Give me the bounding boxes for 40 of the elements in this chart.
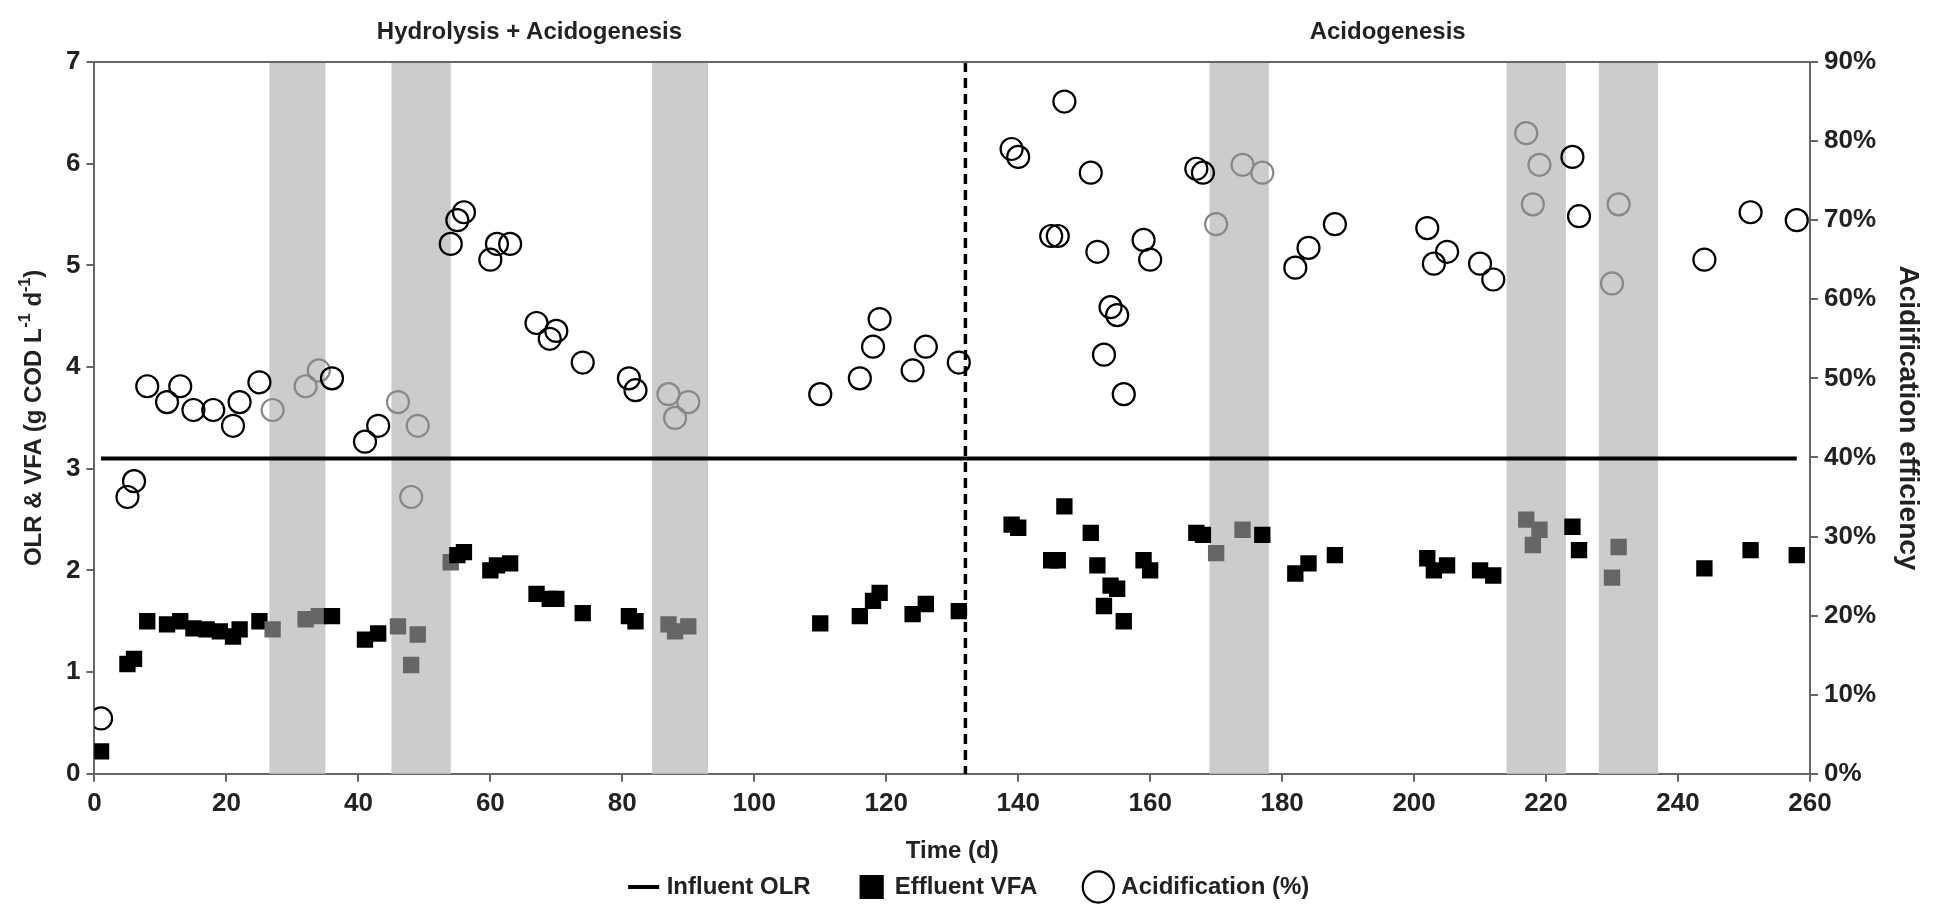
y2-tick-label: 70% — [1823, 203, 1877, 234]
x-tick-label: 200 — [1392, 786, 1436, 817]
y-tick-label: 1 — [65, 655, 81, 686]
y2-tick-label: 80% — [1823, 124, 1877, 155]
legend-label: Acidification (%) — [1121, 871, 1310, 899]
x-tick-label: 160 — [1128, 786, 1172, 817]
y2-axis-title: Acidification efficiency — [1894, 265, 1926, 571]
y-tick-label: 0 — [65, 756, 81, 787]
y2-tick-label: 90% — [1823, 45, 1877, 76]
y-tick-label: 3 — [65, 451, 81, 482]
legend-label: Effluent VFA — [894, 871, 1038, 899]
y-tick-label: 2 — [65, 553, 81, 584]
y2-tick-label: 10% — [1823, 677, 1877, 708]
x-tick-label: 40 — [343, 786, 373, 817]
y2-tick-label: 0% — [1823, 756, 1862, 787]
x-tick-label: 0 — [87, 786, 102, 817]
x-tick-label: 220 — [1524, 786, 1568, 817]
y-tick-label: 7 — [65, 45, 81, 76]
x-tick-label: 180 — [1260, 786, 1304, 817]
legend-label: Influent OLR — [666, 871, 811, 899]
y2-tick-label: 30% — [1823, 519, 1877, 550]
text: Acidogenesis — [1309, 16, 1466, 44]
x-tick-label: 80 — [607, 786, 637, 817]
y2-tick-label: 20% — [1823, 598, 1877, 629]
x-tick-label: 140 — [996, 786, 1040, 817]
y2-tick-label: 50% — [1823, 361, 1877, 392]
x-tick-label: 60 — [475, 786, 505, 817]
x-tick-label: 120 — [864, 786, 908, 817]
x-tick-label: 20 — [211, 786, 241, 817]
y-tick-label: 5 — [65, 248, 81, 279]
y-axis-title: OLR & VFA (g COD L-1 d-1) — [16, 269, 46, 567]
y-tick-label: 6 — [65, 146, 81, 177]
y2-tick-label: 40% — [1823, 440, 1877, 471]
text: Hydrolysis + Acidogenesis — [376, 16, 683, 44]
x-tick-label: 100 — [732, 786, 776, 817]
y-tick-label: 4 — [65, 350, 81, 381]
x-axis-title: Time (d) — [905, 836, 999, 864]
x-tick-label: 240 — [1656, 786, 1700, 817]
y2-tick-label: 60% — [1823, 282, 1877, 313]
x-tick-label: 260 — [1788, 786, 1832, 817]
